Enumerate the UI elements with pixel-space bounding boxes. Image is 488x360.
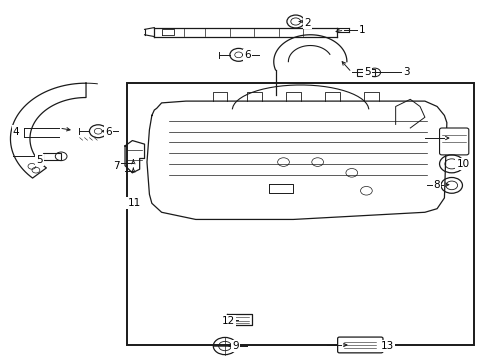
- Text: 7: 7: [113, 161, 119, 171]
- Text: 8: 8: [433, 180, 439, 190]
- Text: 2: 2: [304, 18, 310, 28]
- Text: 3: 3: [402, 67, 409, 77]
- Text: 4: 4: [13, 127, 20, 136]
- Text: 6: 6: [244, 50, 251, 60]
- FancyBboxPatch shape: [337, 337, 382, 353]
- Text: 13: 13: [380, 341, 393, 351]
- Polygon shape: [356, 69, 374, 76]
- Text: 9: 9: [232, 341, 239, 351]
- Text: 11: 11: [127, 198, 141, 208]
- Polygon shape: [43, 153, 61, 160]
- Text: 5: 5: [36, 155, 42, 165]
- Text: 12: 12: [221, 316, 234, 326]
- Text: 1: 1: [358, 25, 365, 35]
- Text: 6: 6: [105, 127, 112, 136]
- Text: 10: 10: [456, 159, 469, 169]
- Bar: [127, 83, 473, 345]
- FancyBboxPatch shape: [439, 128, 468, 155]
- Text: 5: 5: [363, 67, 370, 77]
